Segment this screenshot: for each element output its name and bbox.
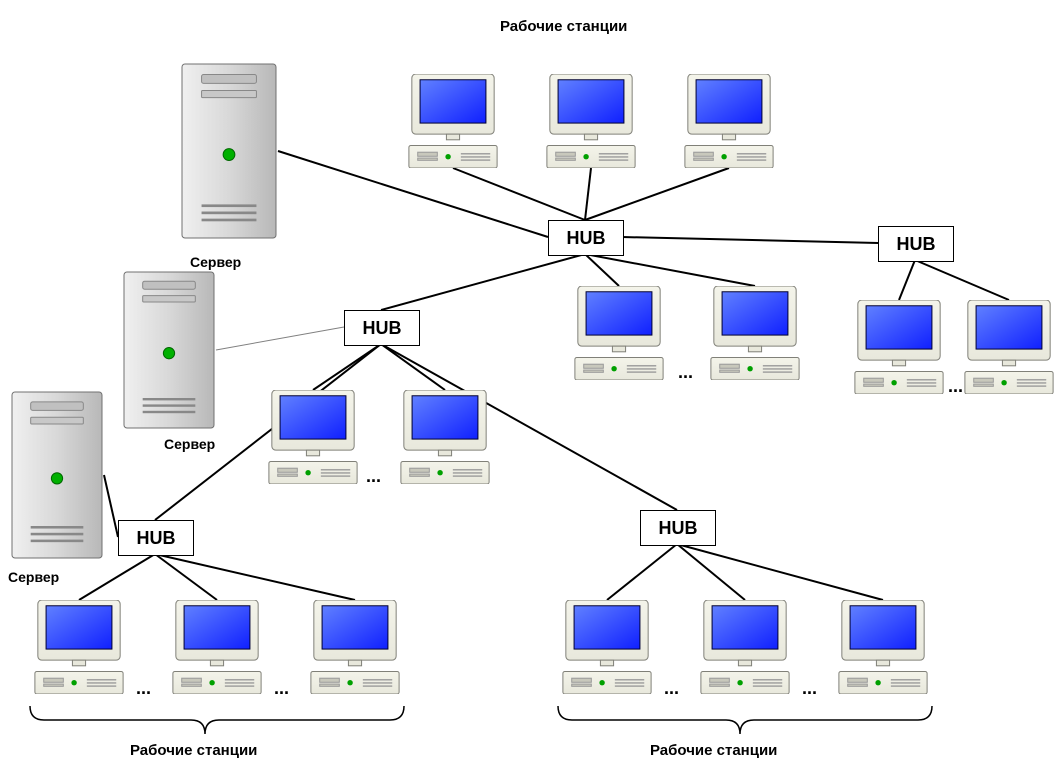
text-label: Рабочие станции bbox=[130, 742, 257, 759]
ellipsis: ... bbox=[802, 678, 817, 699]
hub-node: HUB bbox=[344, 310, 420, 346]
text-label: Рабочие станции bbox=[650, 742, 777, 759]
network-diagram: HUB HUB HUB HUB HUB Рабочие станции Сервер Серв… bbox=[0, 0, 1060, 768]
hub-node: HUB bbox=[878, 226, 954, 262]
ellipsis: ... bbox=[136, 678, 151, 699]
hub-node: HUB bbox=[640, 510, 716, 546]
hub-node: HUB bbox=[548, 220, 624, 256]
hub-node: HUB bbox=[118, 520, 194, 556]
text-label: Сервер bbox=[8, 569, 59, 585]
ellipsis: ... bbox=[274, 678, 289, 699]
ellipsis: ... bbox=[664, 678, 679, 699]
text-label: Сервер bbox=[164, 436, 215, 452]
ellipsis: ... bbox=[678, 362, 693, 383]
text-label: Сервер bbox=[190, 254, 241, 270]
text-label: Рабочие станции bbox=[500, 18, 627, 35]
ellipsis: ... bbox=[366, 466, 381, 487]
